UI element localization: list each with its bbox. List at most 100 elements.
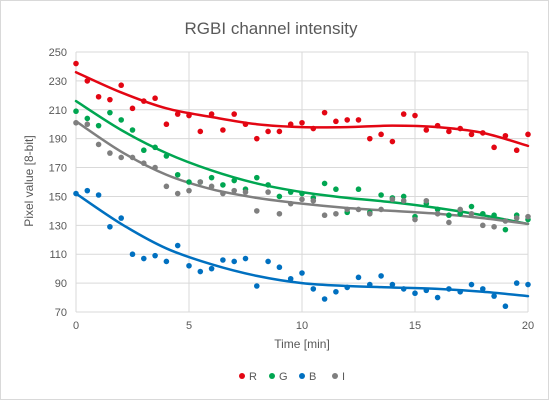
point-r — [367, 135, 373, 142]
x-tick-label: 15 — [409, 320, 421, 332]
point-i — [344, 206, 351, 213]
point-r — [299, 119, 305, 126]
point-i — [163, 183, 170, 190]
point-i — [491, 223, 497, 230]
point-g — [129, 127, 136, 133]
point-i — [378, 206, 384, 213]
point-b — [118, 215, 124, 221]
point-g — [254, 174, 260, 181]
point-r — [84, 78, 91, 84]
point-r — [231, 111, 237, 117]
point-r — [333, 118, 339, 125]
point-r — [73, 60, 79, 67]
point-b — [242, 255, 249, 262]
point-r — [220, 127, 226, 133]
point-b — [186, 262, 192, 269]
point-i — [321, 212, 328, 219]
point-b — [491, 293, 497, 299]
point-g — [378, 192, 384, 198]
x-tick-label: 5 — [186, 320, 192, 332]
point-b — [525, 281, 531, 288]
legend-marker-i — [332, 373, 338, 379]
y-tick-label: 230 — [49, 76, 67, 88]
point-b — [333, 288, 339, 295]
point-i — [152, 164, 158, 171]
point-g — [468, 203, 475, 210]
point-r — [197, 128, 204, 135]
point-g — [480, 210, 486, 217]
point-g — [333, 186, 339, 193]
point-g — [208, 174, 215, 181]
point-r — [412, 112, 418, 119]
point-g — [446, 212, 452, 219]
point-r — [491, 144, 497, 151]
point-r — [434, 122, 441, 129]
point-r — [468, 131, 475, 138]
point-i — [389, 196, 396, 203]
point-i — [107, 150, 113, 156]
point-i — [468, 210, 475, 217]
y-axis-label: Pixel value [8-bit] — [22, 135, 36, 226]
point-r — [242, 121, 249, 128]
point-b — [355, 274, 362, 281]
point-b — [480, 286, 486, 292]
point-g — [231, 177, 237, 184]
point-r — [254, 135, 260, 142]
point-b — [152, 252, 158, 259]
point-b — [84, 187, 91, 194]
point-i — [400, 197, 407, 204]
point-i — [197, 179, 204, 185]
point-i — [457, 206, 464, 213]
point-b — [265, 258, 271, 265]
point-r — [152, 95, 158, 102]
point-g — [73, 108, 79, 115]
point-g — [186, 179, 192, 185]
point-r — [389, 138, 396, 145]
point-i — [355, 206, 362, 213]
point-i — [434, 210, 441, 217]
y-tick-label: 110 — [49, 249, 67, 261]
point-b — [220, 257, 226, 263]
point-r — [287, 121, 294, 128]
point-i — [265, 189, 271, 195]
point-i — [118, 154, 124, 161]
point-b — [389, 281, 396, 288]
point-b — [231, 258, 237, 265]
point-b — [107, 223, 113, 230]
legend-marker-r — [239, 373, 245, 379]
point-b — [400, 286, 407, 292]
trendline-r — [74, 70, 530, 148]
point-i — [84, 121, 91, 128]
point-b — [468, 281, 475, 288]
point-b — [321, 296, 328, 302]
y-tick-label: 250 — [49, 47, 67, 59]
legend-marker-g — [269, 373, 275, 379]
legend-marker-b — [299, 373, 305, 379]
point-i — [208, 183, 215, 190]
y-tick-label: 210 — [49, 105, 67, 117]
point-b — [73, 190, 79, 197]
point-i — [446, 219, 452, 226]
point-b — [254, 283, 260, 289]
point-g — [287, 189, 294, 195]
legend-label-g: G — [279, 371, 288, 383]
point-r — [355, 117, 362, 123]
x-tick-label: 0 — [73, 320, 79, 332]
data-points — [73, 60, 531, 310]
y-tick-label: 90 — [55, 278, 67, 290]
point-b — [163, 258, 170, 265]
y-tick-label: 170 — [49, 163, 67, 175]
point-b — [310, 286, 317, 292]
point-i — [220, 190, 226, 197]
point-i — [480, 222, 486, 229]
point-g — [434, 206, 441, 213]
point-g — [141, 147, 147, 154]
point-r — [186, 112, 192, 119]
point-b — [513, 280, 520, 286]
point-r — [107, 96, 113, 103]
x-tick-labels: 0 5 10 15 20 — [73, 320, 534, 332]
point-b — [276, 264, 283, 271]
y-tick-label: 130 — [49, 220, 67, 232]
point-i — [333, 210, 339, 217]
